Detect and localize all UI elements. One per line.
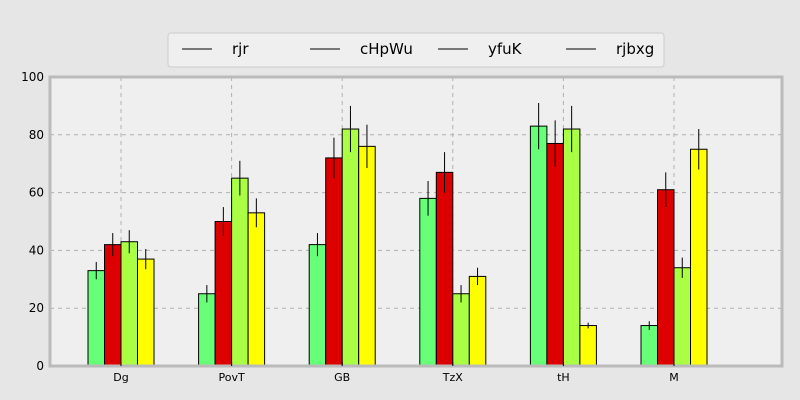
legend: rjr cHpWu yfuK rjbxg: [167, 32, 665, 68]
x-tick-label: TzX: [442, 371, 463, 384]
bar-yfuK-Dg: [120, 241, 138, 367]
legend-label-yfuK: yfuK: [488, 40, 523, 58]
y-tick-label: 20: [29, 301, 44, 315]
x-tick-label: PovT: [218, 371, 244, 384]
legend-box: [167, 32, 665, 68]
y-axis-ticks: 0 20 40 60 80 100: [21, 70, 44, 373]
bar-yfuK-tH: [562, 128, 581, 367]
x-tick-label: Dg: [113, 371, 128, 384]
error-bars: [95, 103, 700, 330]
bar-rjr-GB: [308, 244, 327, 367]
bar-yfuK-GB: [341, 128, 360, 367]
x-tick-label: M: [669, 371, 679, 384]
bar-rjbxg-GB: [358, 145, 376, 367]
bar-yfuK-M: [673, 267, 691, 367]
bar-yfuK-TzX: [452, 293, 470, 367]
x-axis-ticks: Dg PovT GB TzX tH M: [113, 362, 679, 384]
y-tick-label: 80: [29, 128, 44, 142]
bar-rjbxg-Dg: [137, 258, 155, 367]
y-tick-label: 60: [29, 186, 44, 200]
y-tick-label: 40: [29, 243, 44, 257]
bar-rjr-PovT: [198, 293, 216, 367]
x-tick-label: GB: [334, 371, 350, 384]
bar-rjr-M: [640, 325, 658, 367]
bar-rjbxg-M: [690, 148, 708, 367]
bar-rjr-Dg: [87, 270, 105, 367]
bar-rjr-TzX: [419, 197, 437, 367]
bar-rjbxg-PovT: [247, 212, 266, 367]
bar-cHpWu-tH: [546, 142, 564, 367]
legend-label-rjbxg: rjbxg: [616, 40, 654, 58]
bar-cHpWu-M: [657, 189, 675, 367]
bars: [87, 125, 708, 367]
y-tick-label: 100: [21, 70, 44, 84]
legend-label-cHpWu: cHpWu: [360, 40, 413, 58]
bar-cHpWu-Dg: [104, 244, 122, 367]
plot-frame: [48, 75, 784, 368]
bar-cHpWu-PovT: [214, 221, 233, 367]
legend-label-rjr: rjr: [232, 40, 249, 58]
bar-rjbxg-TzX: [468, 275, 487, 367]
bar-yfuK-PovT: [231, 177, 249, 367]
y-tick-label: 0: [36, 359, 44, 373]
x-tick-label: tH: [557, 371, 570, 384]
bar-cHpWu-GB: [325, 157, 343, 367]
bar-rjr-tH: [529, 125, 548, 367]
bar-rjbxg-tH: [579, 325, 597, 367]
bar-cHpWu-TzX: [435, 171, 454, 367]
